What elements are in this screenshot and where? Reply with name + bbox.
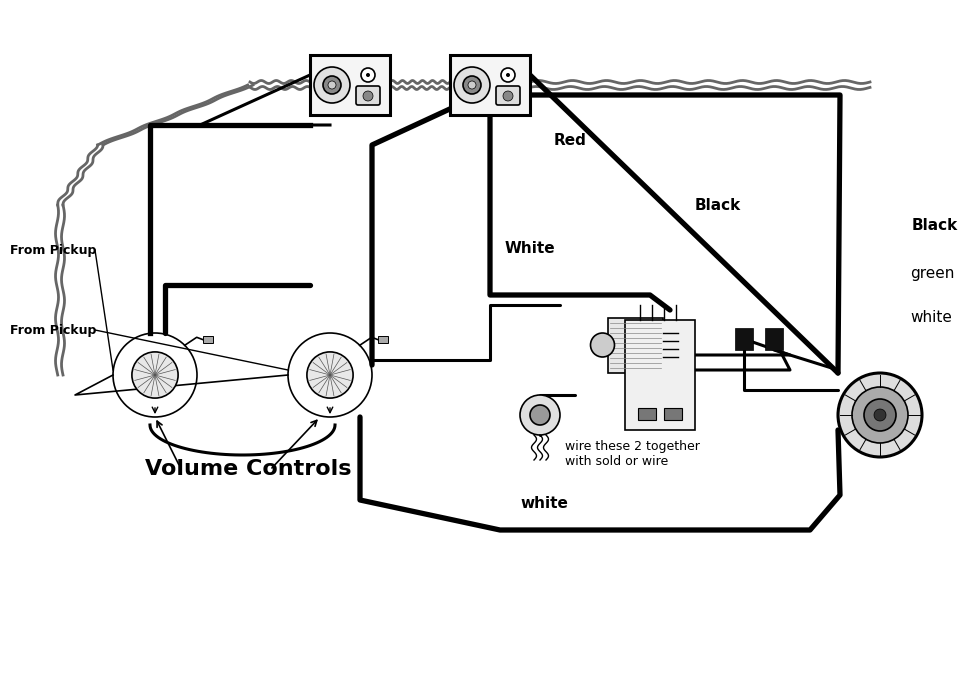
Circle shape: [503, 91, 513, 101]
Text: green: green: [910, 266, 955, 281]
Circle shape: [366, 73, 370, 77]
Text: Red: Red: [554, 133, 586, 148]
Circle shape: [838, 373, 922, 457]
Text: Black: Black: [695, 198, 741, 213]
Circle shape: [361, 68, 375, 82]
Text: white: white: [520, 496, 567, 511]
Circle shape: [501, 68, 515, 82]
Bar: [638, 408, 656, 420]
Circle shape: [530, 405, 550, 425]
Bar: [607, 318, 662, 373]
Text: White: White: [505, 241, 556, 256]
Bar: [735, 328, 753, 350]
Circle shape: [363, 91, 373, 101]
Circle shape: [520, 395, 560, 435]
Bar: [664, 408, 682, 420]
Circle shape: [506, 73, 510, 77]
Text: wire these 2 together
with sold or wire: wire these 2 together with sold or wire: [565, 440, 700, 468]
Circle shape: [468, 81, 476, 89]
Circle shape: [463, 76, 481, 94]
Text: Black: Black: [912, 218, 958, 233]
Circle shape: [864, 399, 896, 431]
Bar: [203, 336, 213, 343]
FancyBboxPatch shape: [496, 86, 520, 105]
Circle shape: [874, 409, 886, 421]
Text: From Pickup: From Pickup: [10, 323, 97, 336]
Circle shape: [314, 67, 350, 103]
Text: white: white: [910, 310, 952, 325]
Circle shape: [454, 67, 490, 103]
Text: Volume Controls: Volume Controls: [145, 459, 352, 479]
Circle shape: [323, 76, 341, 94]
Circle shape: [591, 333, 614, 357]
Bar: [765, 328, 783, 350]
Circle shape: [307, 352, 353, 398]
Bar: [625, 320, 695, 430]
Circle shape: [328, 81, 336, 89]
Bar: [450, 55, 530, 115]
Bar: [377, 336, 388, 343]
FancyBboxPatch shape: [356, 86, 380, 105]
Text: From Pickup: From Pickup: [10, 243, 97, 256]
Circle shape: [852, 387, 908, 443]
Bar: [310, 55, 390, 115]
Circle shape: [132, 352, 178, 398]
